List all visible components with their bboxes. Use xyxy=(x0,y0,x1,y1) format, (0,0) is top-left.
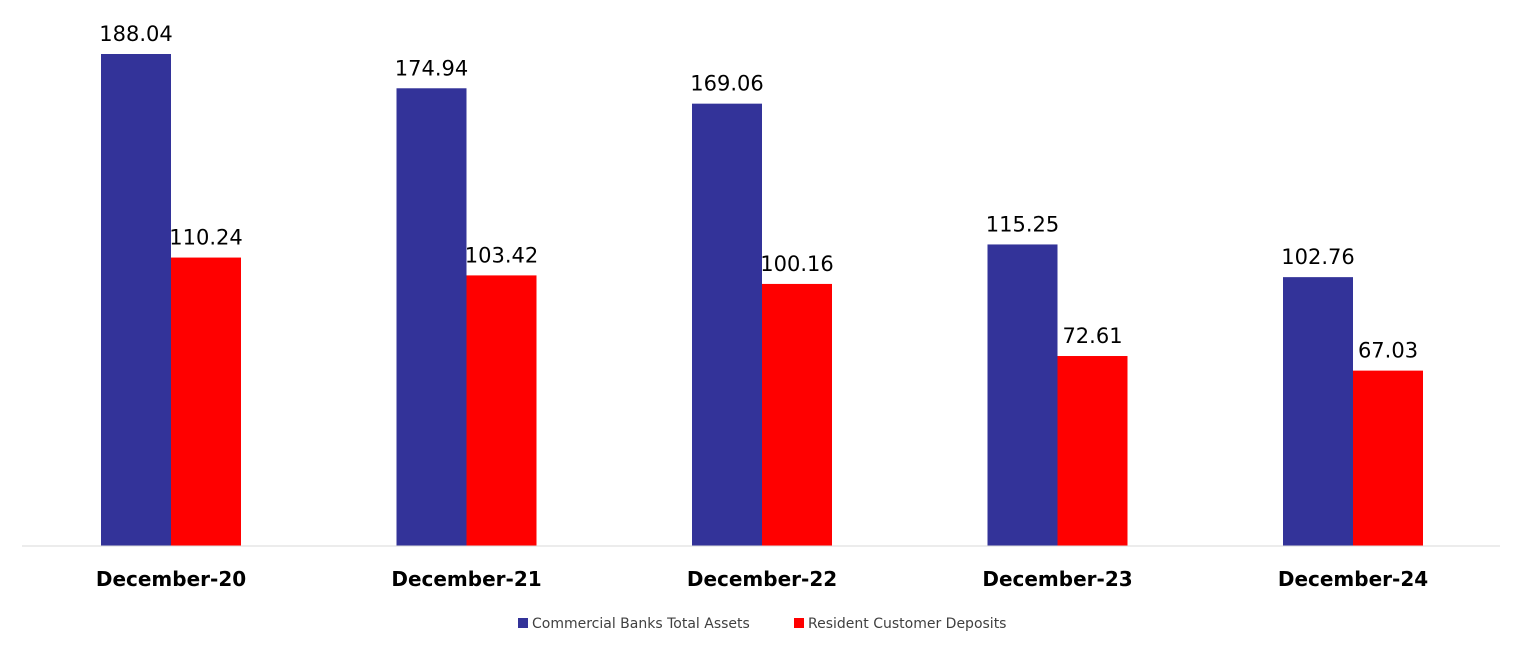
value-label-resident-customer-deposits-december-22: 100.16 xyxy=(760,252,833,276)
bars-layer xyxy=(101,54,1423,547)
value-labels-layer: 188.04 110.24 174.94 103.42 169.06 100.16 115.… xyxy=(99,22,1418,363)
category-label-december-21: December-21 xyxy=(391,567,541,591)
bar-resident-customer-deposits-december-20 xyxy=(171,257,241,546)
bar-commercial-banks-total-assets-december-22 xyxy=(692,103,762,547)
value-label-commercial-banks-total-assets-december-23: 115.25 xyxy=(986,212,1059,236)
legend-swatch-commercial-banks-total-assets xyxy=(518,618,528,628)
value-label-resident-customer-deposits-december-24: 67.03 xyxy=(1358,339,1418,363)
value-label-commercial-banks-total-assets-december-24: 102.76 xyxy=(1281,245,1354,269)
bar-commercial-banks-total-assets-december-21 xyxy=(396,88,467,546)
bar-commercial-banks-total-assets-december-23 xyxy=(987,244,1058,546)
legend-label-commercial-banks-total-assets: Commercial Banks Total Assets xyxy=(532,616,750,632)
value-label-resident-customer-deposits-december-23: 72.61 xyxy=(1062,324,1122,348)
category-labels-layer: December-20 December-21 December-22 Decembe… xyxy=(96,567,1428,591)
value-label-resident-customer-deposits-december-21: 103.42 xyxy=(465,243,538,267)
bar-resident-customer-deposits-december-22 xyxy=(762,283,832,546)
value-label-commercial-banks-total-assets-december-20: 188.04 xyxy=(99,22,172,46)
category-label-december-23: December-23 xyxy=(982,567,1132,591)
category-label-december-24: December-24 xyxy=(1278,567,1428,591)
bar-commercial-banks-total-assets-december-24 xyxy=(1283,277,1353,546)
category-label-december-20: December-20 xyxy=(96,567,246,591)
legend: Commercial Banks Total Assets Resident Cu… xyxy=(518,616,1006,632)
value-label-resident-customer-deposits-december-20: 110.24 xyxy=(169,226,242,250)
bar-commercial-banks-total-assets-december-20 xyxy=(101,54,171,546)
bar-resident-customer-deposits-december-24 xyxy=(1353,370,1423,546)
legend-label-resident-customer-deposits: Resident Customer Deposits xyxy=(808,616,1006,632)
value-label-commercial-banks-total-assets-december-21: 174.94 xyxy=(395,56,468,80)
value-label-commercial-banks-total-assets-december-22: 169.06 xyxy=(690,72,763,96)
bar-resident-customer-deposits-december-21 xyxy=(466,275,537,546)
category-label-december-22: December-22 xyxy=(687,567,837,591)
legend-swatch-resident-customer-deposits xyxy=(794,618,804,628)
bar-resident-customer-deposits-december-23 xyxy=(1057,356,1128,546)
